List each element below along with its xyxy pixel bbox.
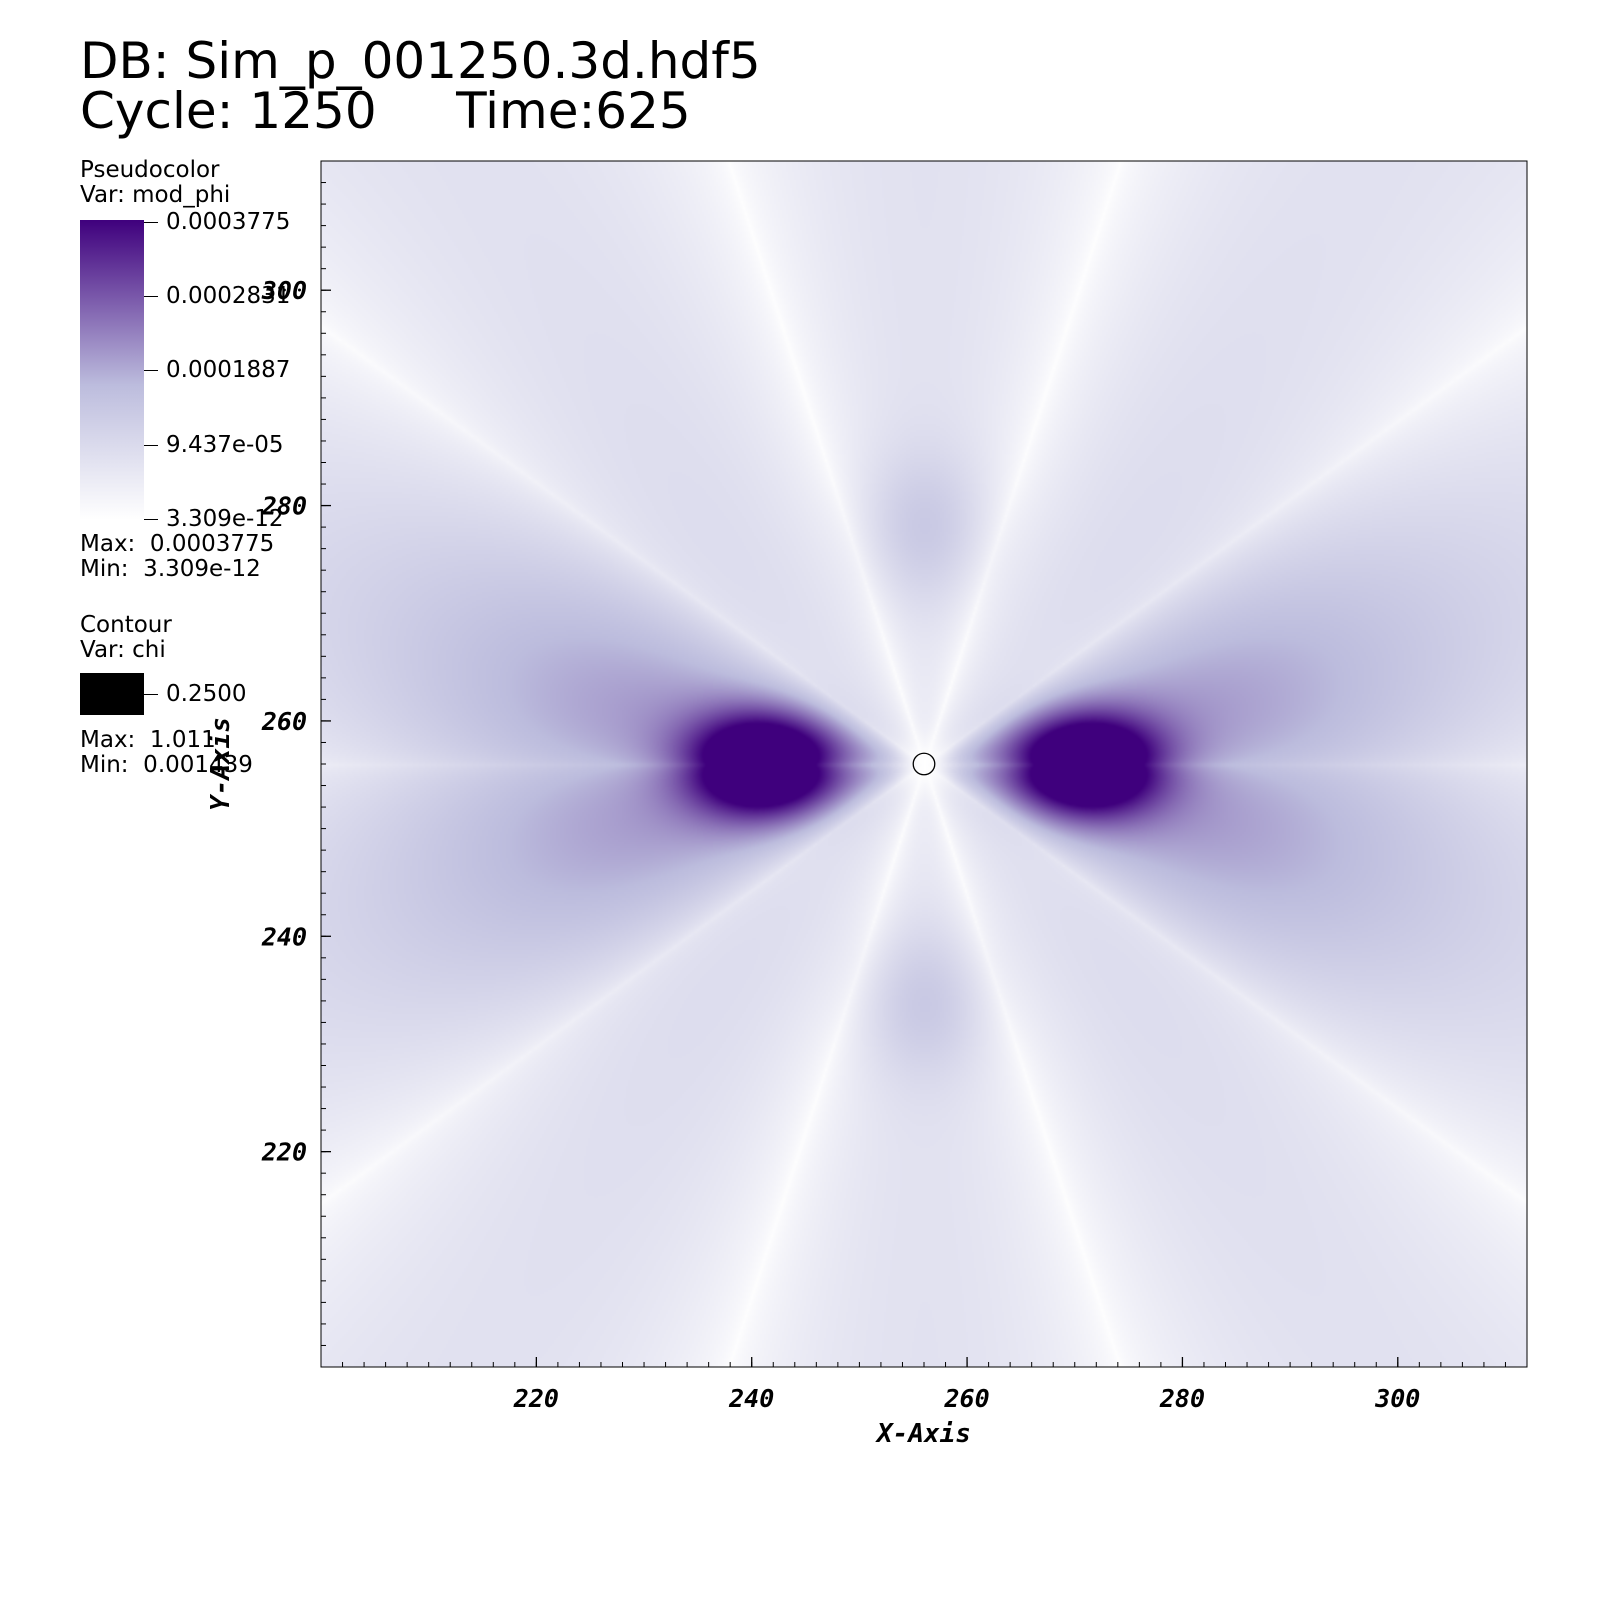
y-tick-label: 240 (261, 922, 307, 951)
colorbar-tick (144, 222, 158, 223)
colorbar-tick (144, 519, 158, 520)
colorbar-tick-label: 0.0003775 (166, 209, 291, 235)
x-tick-label: 220 (513, 1384, 559, 1413)
colorbar-tick-label: 3.309e-12 (166, 506, 284, 532)
y-axis-title: Y-Axis (206, 717, 236, 811)
heatmap-field (321, 161, 1527, 1367)
contour-color-swatch (80, 673, 144, 715)
x-axis-title: X-Axis (875, 1419, 971, 1449)
colorbar-tick-label: 0.0001887 (166, 357, 291, 383)
contour-legend-title: Contour (80, 612, 172, 638)
x-tick-label: 240 (728, 1384, 774, 1413)
y-tick-label: 280 (261, 492, 307, 521)
contour-max-label: Max: 1.011 (80, 727, 216, 753)
contour-level-label: 0.2500 (166, 681, 247, 707)
pseudocolor-legend-title: Pseudocolor (80, 157, 220, 183)
colorbar-tick-label: 9.437e-05 (166, 432, 284, 458)
y-tick-label: 220 (261, 1138, 307, 1167)
pseudocolor-max-label: Max: 0.0003775 (80, 531, 275, 557)
x-tick-label: 260 (943, 1384, 989, 1413)
colorbar-tick (144, 296, 158, 297)
pseudocolor-colorbar (80, 220, 144, 520)
y-tick-label: 260 (261, 707, 307, 736)
colorbar-tick (144, 370, 158, 371)
pseudocolor-var-label: Var: mod_phi (80, 182, 231, 208)
contour-line (912, 752, 936, 776)
x-tick-label: 300 (1374, 1384, 1420, 1413)
database-title: DB: Sim_p_001250.3d.hdf5 (80, 32, 761, 90)
colorbar-tick (144, 445, 158, 446)
x-tick-label: 280 (1159, 1384, 1205, 1413)
colorbar-tick-label: 0.0002831 (166, 283, 291, 309)
cycle-time-label: Cycle: 1250 Time:625 (80, 82, 691, 140)
y-tick-label: 300 (261, 276, 307, 305)
contour-var-label: Var: chi (80, 637, 166, 663)
contour-level-tick (144, 694, 158, 695)
pseudocolor-min-label: Min: 3.309e-12 (80, 556, 261, 582)
contour-min-label: Min: 0.001439 (80, 752, 253, 778)
